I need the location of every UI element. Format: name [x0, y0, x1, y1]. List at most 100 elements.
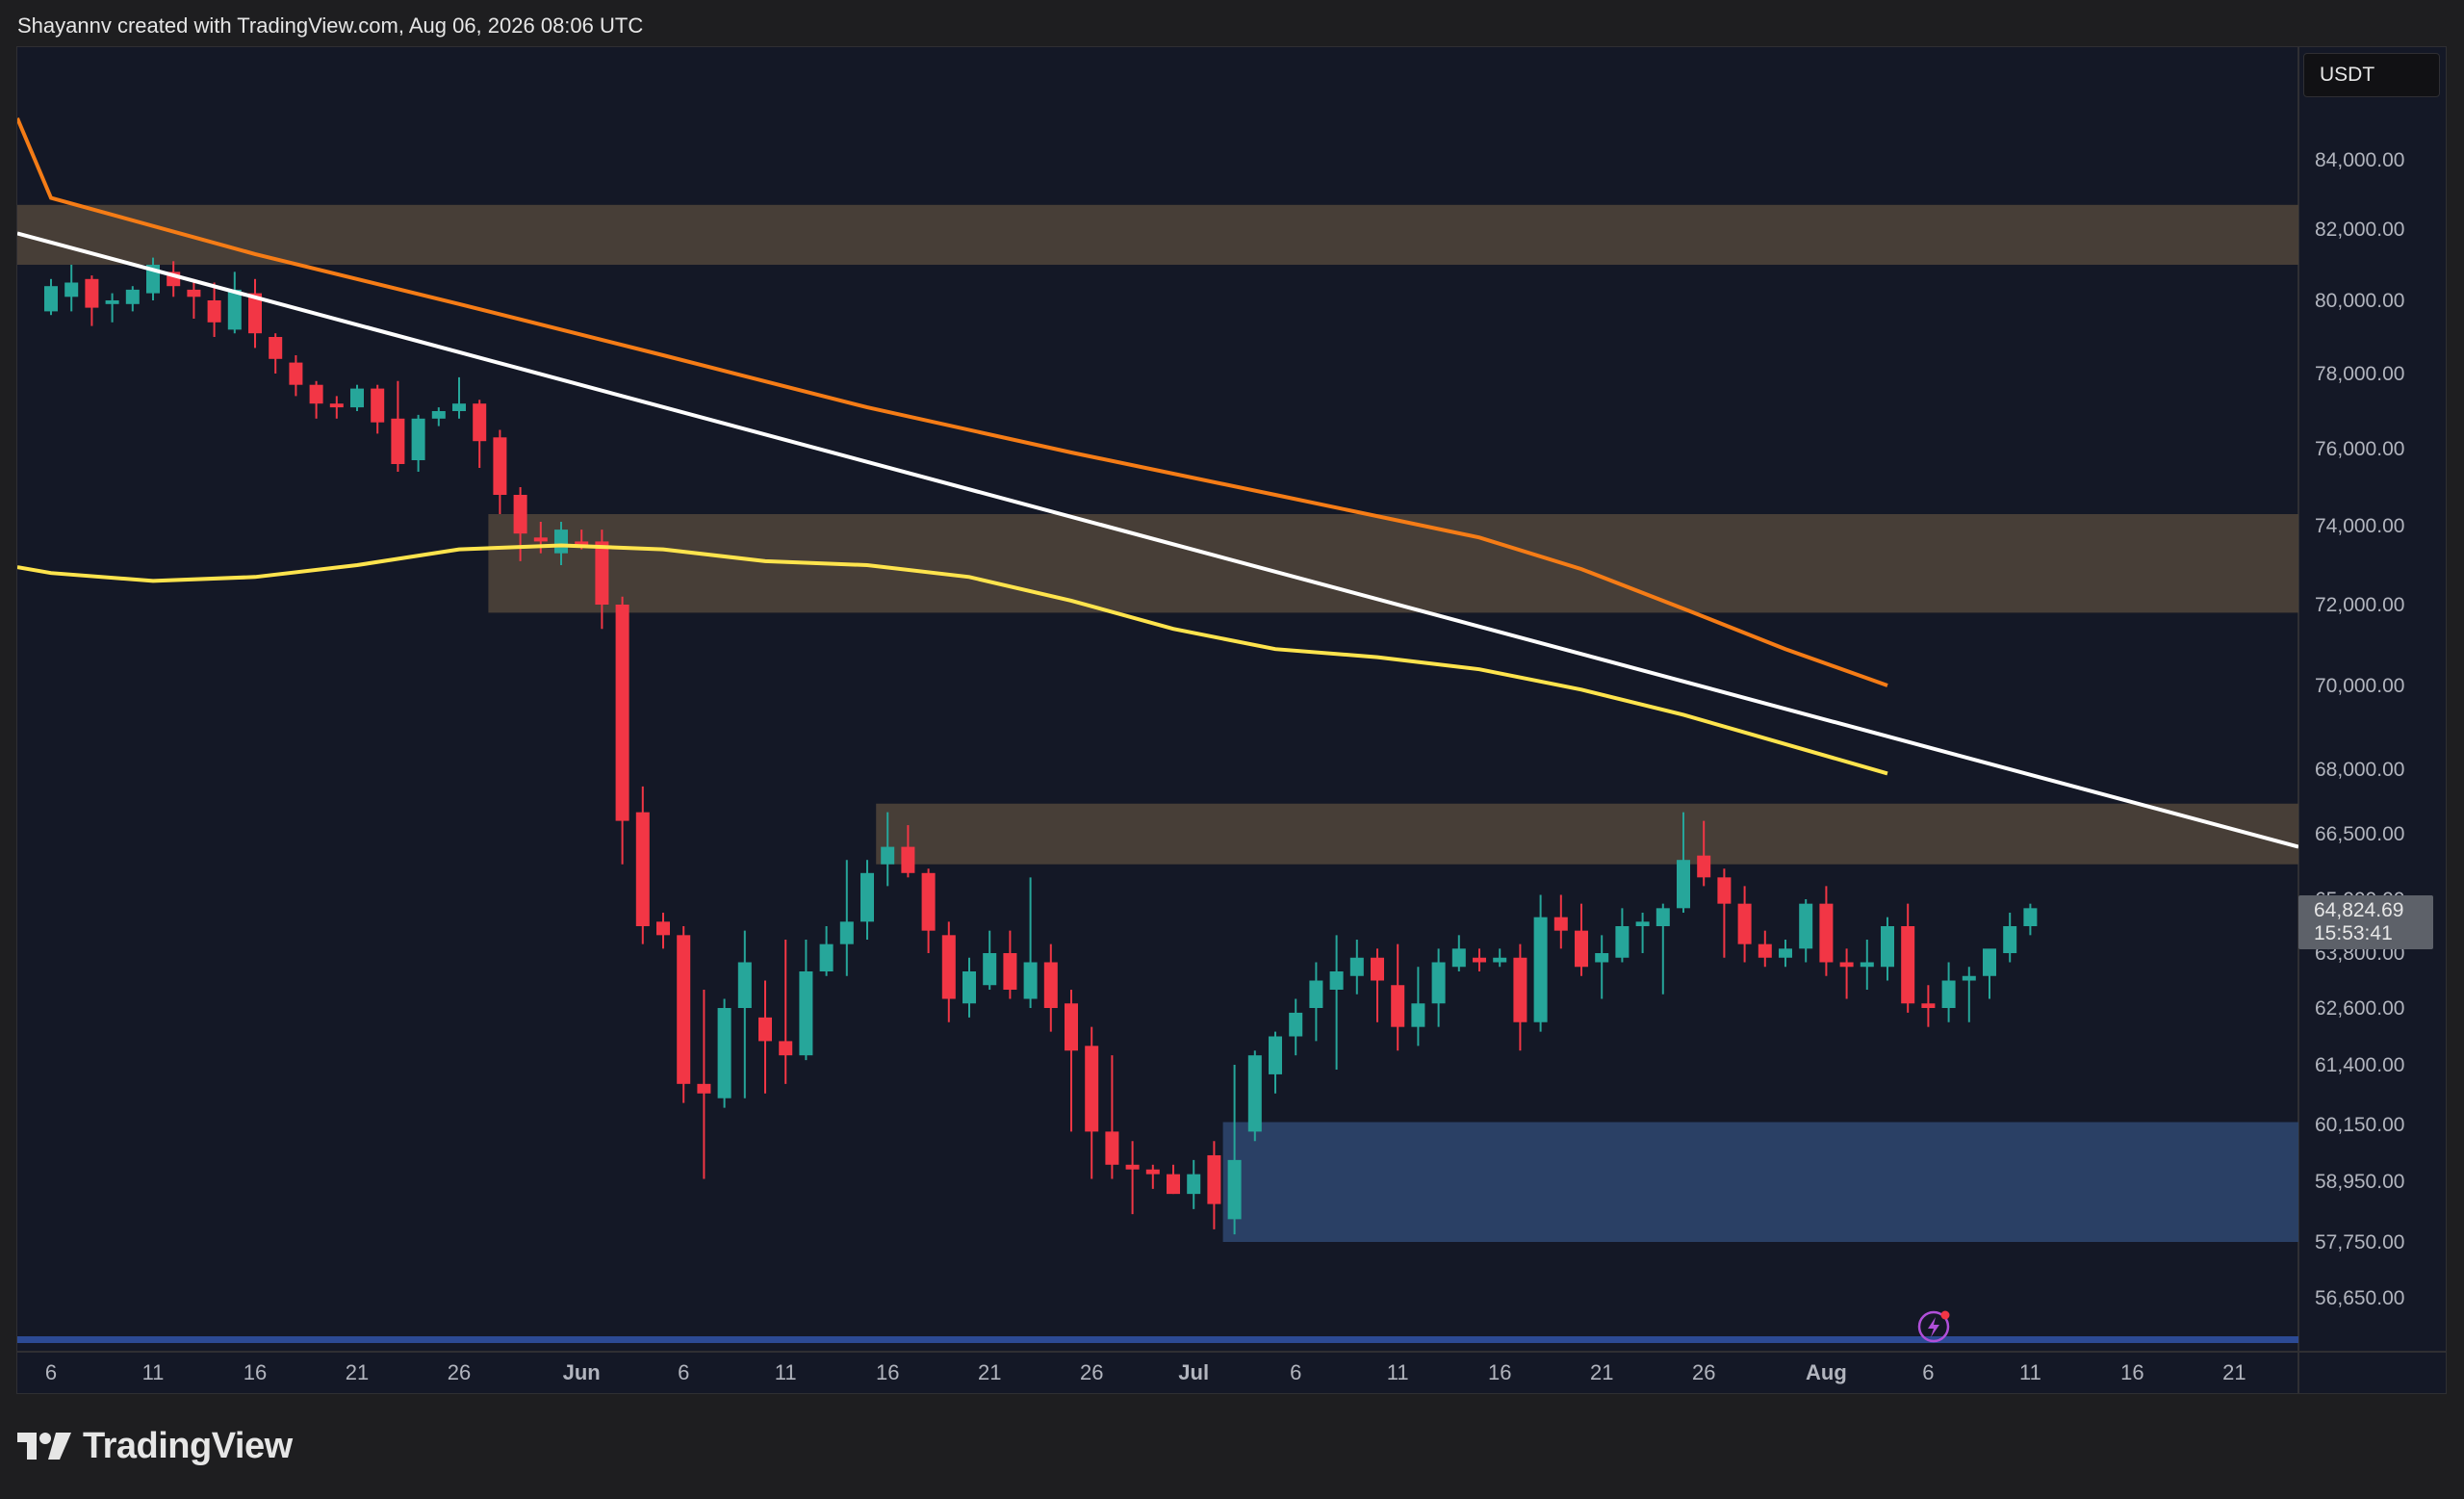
candle-up: [1023, 962, 1038, 999]
candle-down: [635, 812, 650, 926]
time-axis-label: 21: [346, 1360, 369, 1384]
currency-selector[interactable]: USDT: [2303, 53, 2440, 97]
candle-down: [1145, 1169, 1160, 1175]
candle-down: [1105, 1131, 1119, 1165]
time-axis-label: 21: [978, 1360, 1001, 1384]
supply-zone-2: [488, 514, 2298, 613]
candle-up: [983, 953, 997, 986]
price-axis-label: 57,750.00: [2315, 1231, 2404, 1253]
candle-up: [1595, 953, 1609, 963]
candle-up: [105, 300, 119, 304]
candle-down: [615, 605, 629, 821]
candle-down: [921, 872, 936, 931]
candle-down: [1473, 957, 1486, 963]
candle-down: [697, 1083, 711, 1094]
price-axis-label: 62,600.00: [2315, 997, 2404, 1020]
bottom-range-band: [17, 1336, 2298, 1343]
price-axis-label: 82,000.00: [2315, 219, 2404, 241]
candle-up: [1451, 948, 1466, 968]
price-axis-label: 56,650.00: [2315, 1287, 2404, 1309]
candle-down: [1737, 903, 1752, 944]
candle-up: [1289, 1012, 1303, 1037]
last-price-value: 64,824.69: [2314, 899, 2404, 921]
candle-down: [1575, 930, 1588, 968]
time-axis-label: 16: [244, 1360, 267, 1384]
candle-up: [2023, 908, 2038, 926]
candle-down: [513, 495, 527, 534]
candle-up: [227, 289, 242, 330]
candle-down: [391, 418, 405, 464]
price-axis-label: 76,000.00: [2315, 438, 2404, 460]
candle-up: [350, 388, 364, 408]
candle-up: [1656, 908, 1670, 926]
time-axis-label: 26: [448, 1360, 471, 1384]
candle-down: [1697, 855, 1711, 878]
candle-down: [248, 293, 262, 334]
price-axis-label: 66,500.00: [2315, 823, 2404, 845]
candle-up: [1411, 1003, 1425, 1027]
candle-up: [881, 846, 895, 865]
tradingview-logo[interactable]: TradingView: [17, 1425, 293, 1467]
time-axis-label: 6: [1290, 1360, 1301, 1384]
candle-down: [533, 537, 548, 542]
time-axis-label: 11: [2019, 1360, 2041, 1384]
candle-down: [1553, 917, 1568, 931]
candle-down: [85, 278, 99, 308]
tradingview-logo-icon: [17, 1433, 71, 1460]
candle-down: [1758, 943, 1772, 958]
candle-down: [901, 846, 915, 873]
candle-up: [452, 403, 466, 411]
lightning-alert-icon[interactable]: [1915, 1307, 1954, 1346]
candle-up: [1881, 926, 1894, 968]
candles-group: [44, 257, 2038, 1235]
candle-down: [1125, 1164, 1140, 1170]
candle-up: [1615, 926, 1630, 958]
descending-trendline: [17, 231, 2298, 849]
candle-down: [1003, 953, 1017, 990]
candle-up: [839, 921, 854, 944]
time-axis-label: 26: [1692, 1360, 1715, 1384]
candle-up: [411, 418, 425, 460]
candle-up: [1860, 962, 1874, 968]
candle-up: [799, 971, 813, 1056]
candle-up: [737, 962, 752, 1008]
candle-up: [44, 286, 58, 312]
candle-down: [187, 289, 201, 297]
price-axis-label: 74,000.00: [2315, 515, 2404, 537]
candle-down: [1371, 957, 1384, 981]
time-axis-label: 26: [1080, 1360, 1103, 1384]
candle-down: [1065, 1003, 1078, 1051]
candle-up: [717, 1008, 732, 1098]
candle-up: [1962, 975, 1976, 981]
candle-up: [1247, 1055, 1262, 1132]
candle-up: [1349, 957, 1364, 976]
candle-up: [1227, 1159, 1242, 1220]
candle-down: [1839, 962, 1854, 968]
supply-zone-3: [876, 803, 2299, 865]
candle-up: [1493, 957, 1507, 963]
candle-down: [329, 403, 344, 408]
time-axis-label: Jul: [1178, 1360, 1209, 1384]
price-axis-label: 68,000.00: [2315, 759, 2404, 781]
price-axis-label: 72,000.00: [2315, 594, 2404, 616]
candle-down: [473, 403, 487, 442]
candle-down: [1717, 877, 1732, 904]
candle-up: [1799, 903, 1813, 949]
time-axis-label: 6: [1922, 1360, 1934, 1384]
candle-down: [575, 541, 589, 546]
price-axis-label: 61,400.00: [2315, 1054, 2404, 1076]
time-axis-label: 16: [2120, 1360, 2143, 1384]
candle-down: [371, 388, 385, 423]
price-axis-label: 58,950.00: [2315, 1171, 2404, 1193]
candle-up: [1635, 921, 1650, 926]
candle-up: [1983, 948, 1996, 976]
candle-up: [962, 971, 976, 1004]
candle-up: [1431, 962, 1446, 1004]
candle-up: [64, 282, 79, 297]
candle-up: [1533, 917, 1548, 1022]
candle-down: [1921, 1003, 1936, 1008]
candle-down: [309, 384, 323, 404]
candle-down: [1207, 1154, 1221, 1204]
candle-up: [1269, 1036, 1282, 1074]
